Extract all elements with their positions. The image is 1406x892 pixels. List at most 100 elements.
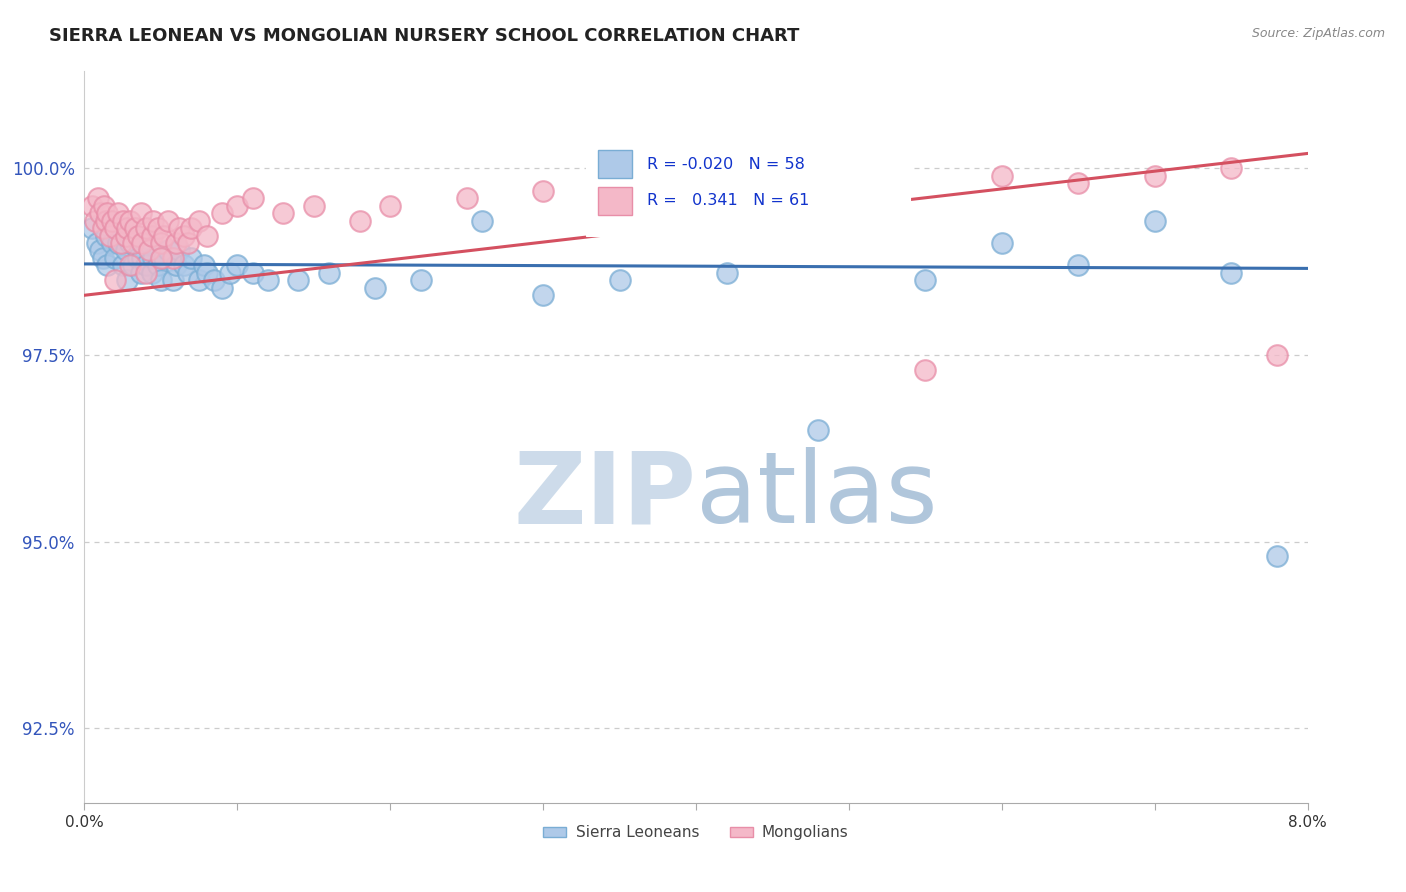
Point [157,244,180,258]
Point [1265,348,1288,362]
Text: atlas: atlas [696,447,938,544]
Point [226,199,249,213]
Point [173,259,195,273]
Point [104,273,127,287]
Point [173,228,195,243]
Point [122,259,145,273]
Point [149,251,172,265]
Bar [586,141,910,235]
Point [93,199,115,213]
Point [114,228,136,243]
Point [111,213,134,227]
Point [89,206,111,220]
Point [1067,259,1090,273]
Point [120,259,142,273]
Point [111,259,134,273]
Point [127,228,149,243]
Point [138,244,160,258]
Point [531,288,554,302]
Point [107,206,129,220]
Point [127,251,149,265]
Point [107,235,129,250]
Point [1220,161,1243,176]
Point [98,228,121,243]
Point [135,259,157,273]
Point [193,259,215,273]
Point [149,273,172,287]
Point [115,273,138,287]
Point [195,266,218,280]
Point [146,221,169,235]
Point [101,213,124,227]
Point [89,244,111,258]
Point [609,177,631,191]
Point [257,273,280,287]
Point [271,206,294,220]
Text: SIERRA LEONEAN VS MONGOLIAN NURSERY SCHOOL CORRELATION CHART: SIERRA LEONEAN VS MONGOLIAN NURSERY SCHO… [49,27,800,45]
Point [914,273,936,287]
Point [131,235,153,250]
Point [167,221,190,235]
Point [104,251,127,265]
Point [153,251,176,265]
Point [138,235,160,250]
Point [1265,549,1288,564]
Point [349,213,371,227]
Point [131,251,153,265]
Point [991,235,1014,250]
Point [218,266,240,280]
Point [91,251,114,265]
Point [120,235,142,250]
Point [1143,213,1166,227]
Point [91,221,114,235]
Point [129,266,152,280]
Legend: Sierra Leoneans, Mongolians: Sierra Leoneans, Mongolians [537,819,855,847]
Point [211,206,233,220]
Point [96,259,118,273]
Point [226,259,249,273]
Point [177,235,200,250]
Point [115,221,138,235]
Text: R =   0.341   N = 61: R = 0.341 N = 61 [647,194,810,209]
Point [761,184,783,198]
Point [157,213,180,227]
Point [531,184,554,198]
Point [177,266,200,280]
Point [86,235,108,250]
Point [380,199,402,213]
Point [180,251,202,265]
Point [364,281,387,295]
Point [142,213,165,227]
Point [180,221,202,235]
Point [162,251,184,265]
Point [146,259,169,273]
Point [1067,177,1090,191]
Point [188,213,211,227]
Point [838,177,860,191]
Point [124,228,146,243]
Point [80,199,103,213]
Point [167,244,190,258]
Point [104,221,127,235]
Point [84,213,107,227]
Text: ZIP: ZIP [513,447,696,544]
Point [287,273,309,287]
Point [914,363,936,377]
Point [195,228,218,243]
Bar [598,187,633,215]
Point [142,251,165,265]
Point [141,228,163,243]
Point [141,266,163,280]
Point [94,228,117,243]
Bar [598,151,633,178]
Point [120,213,142,227]
Point [202,273,225,287]
Point [135,266,157,280]
Point [162,273,184,287]
Point [94,213,117,227]
Text: Source: ZipAtlas.com: Source: ZipAtlas.com [1251,27,1385,40]
Point [1220,266,1243,280]
Point [716,266,738,280]
Point [87,191,110,205]
Point [471,213,494,227]
